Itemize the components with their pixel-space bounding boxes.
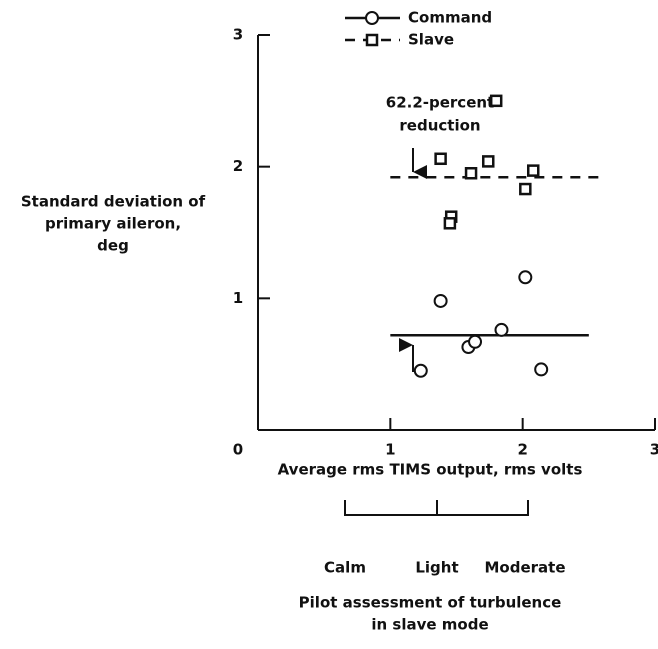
point [519, 182, 532, 196]
x-tick-label: 2 [517, 441, 527, 459]
x-label: Average rms TIMS output, rms volts [278, 461, 583, 479]
legend-marker [365, 11, 379, 25]
point [518, 270, 533, 285]
y-label: primary aileron, [45, 215, 181, 233]
y-label: Standard deviation of [21, 193, 206, 211]
scale-label: Light [415, 559, 458, 577]
point [527, 164, 540, 177]
point [482, 155, 495, 168]
y-tick-label: 3 [233, 26, 243, 44]
point [468, 334, 483, 349]
scale-label: Calm [324, 559, 366, 577]
point [464, 167, 478, 180]
y-tick-label: 1 [233, 289, 243, 307]
x-tick-label: 3 [650, 441, 658, 459]
y-tick-label: 2 [233, 157, 243, 175]
legend-label: Slave [408, 31, 454, 49]
turbulence-bracket [344, 500, 529, 516]
point [434, 152, 447, 166]
point [534, 362, 549, 377]
caption: in slave mode [371, 616, 488, 634]
point [433, 293, 448, 308]
point [413, 363, 428, 378]
legend-marker [365, 33, 379, 47]
caption: Pilot assessment of turbulence [299, 594, 562, 612]
point [494, 322, 509, 337]
point [489, 94, 503, 108]
y-label: deg [97, 237, 129, 255]
legend-label: Command [408, 9, 492, 27]
point [443, 217, 457, 230]
scale-label: Moderate [484, 559, 565, 577]
y-tick-label: 0 [233, 441, 243, 459]
annotation: reduction [399, 117, 480, 135]
x-tick-label: 1 [385, 441, 395, 459]
annotation: 62.2-percent [386, 94, 494, 112]
